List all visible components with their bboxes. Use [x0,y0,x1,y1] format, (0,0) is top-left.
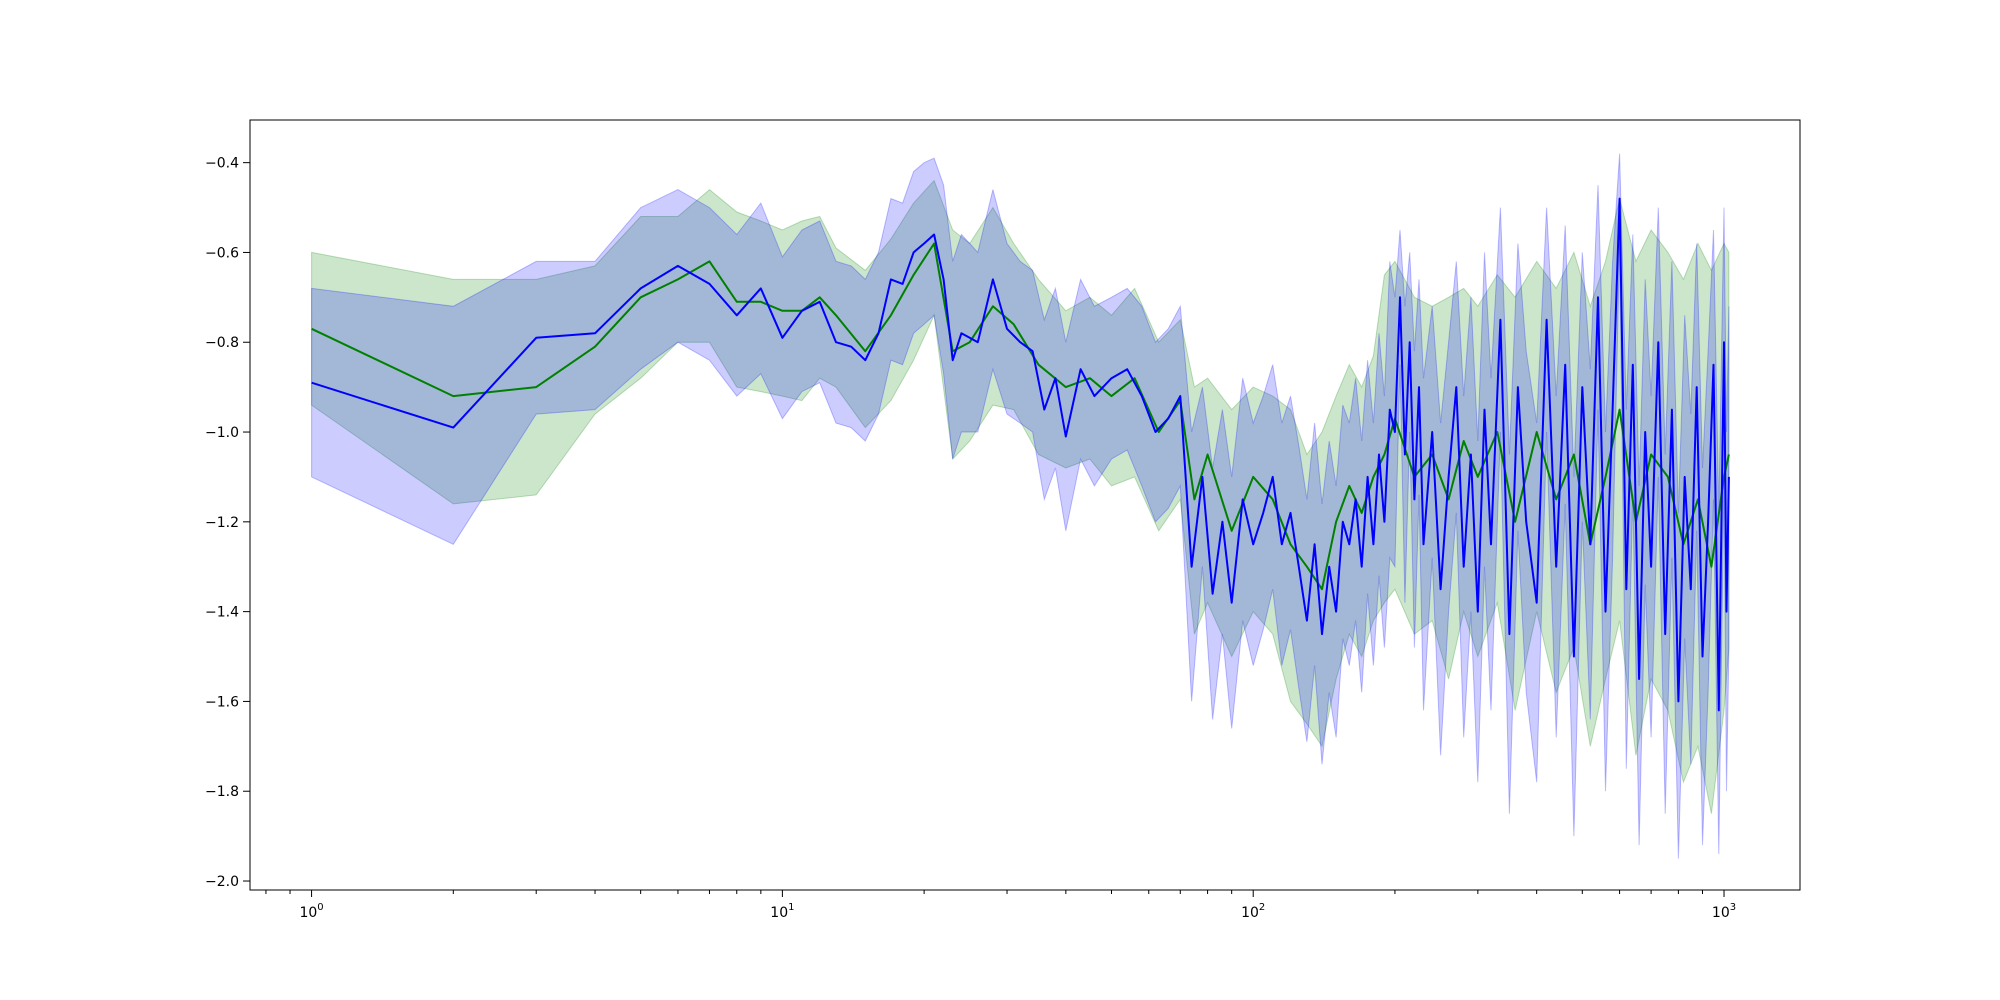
confidence-bands [311,153,1730,859]
series-1-band [311,179,1730,814]
series-1-line [311,242,1730,591]
y-tick-label: −1.2 [205,515,239,531]
x-axis-ticks: 100 101 102 103 [265,890,1736,921]
y-tick-label: −1.4 [205,605,239,621]
y-tick-label: −1.0 [205,425,239,441]
plot-frame [249,119,1801,891]
y-tick-label: −2.0 [205,874,239,890]
x-tick-label: 103 [1712,902,1736,921]
series-2-line [311,197,1730,712]
series-lines [311,197,1730,712]
y-tick-label: −0.8 [205,335,239,351]
y-tick-label: −1.8 [205,784,239,800]
y-tick-label: −0.4 [205,156,239,172]
y-tick-label: −0.6 [205,245,239,261]
series-2-band [311,153,1730,859]
x-tick-label: 100 [299,902,323,921]
y-axis-ticks: −0.4 −0.6 −0.8 −1.0 −1.2 −1.4 −1.6 −1.8 −2.0 [205,156,250,890]
y-tick-label: −1.6 [205,694,239,710]
x-tick-label: 102 [1241,902,1265,921]
x-tick-label: 101 [770,902,794,921]
